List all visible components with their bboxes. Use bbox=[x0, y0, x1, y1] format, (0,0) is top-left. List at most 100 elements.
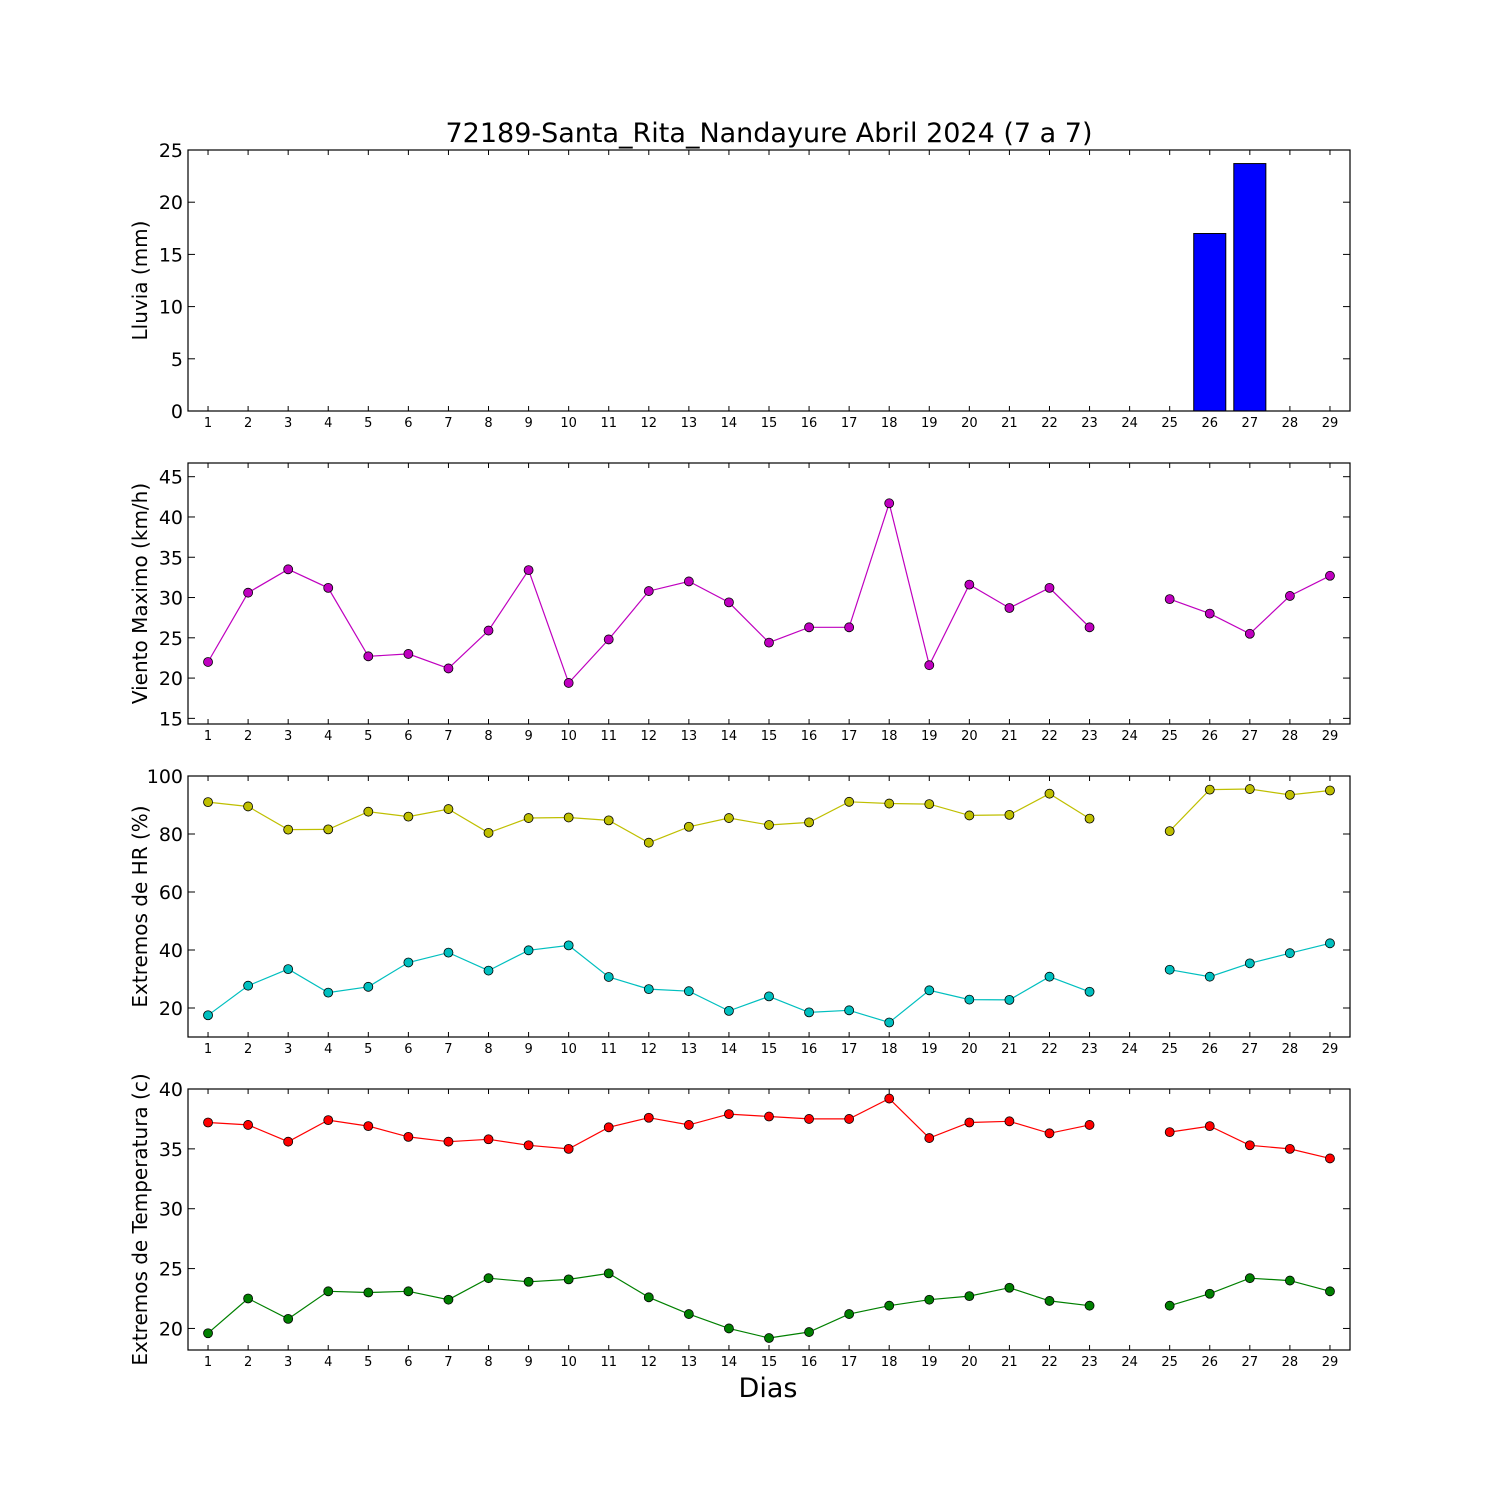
temperature-series-0-point bbox=[483, 1134, 494, 1145]
rain-x-tick-label: 26 bbox=[1201, 416, 1218, 431]
temperature-series-1-point bbox=[924, 1294, 935, 1305]
humidity-series-0-point bbox=[844, 796, 855, 807]
wind-x-tick-label: 18 bbox=[881, 729, 898, 744]
wind-series-0-line bbox=[1169, 575, 1331, 635]
wind-x-tick-label: 19 bbox=[921, 729, 938, 744]
rain-x-tick-label: 8 bbox=[484, 416, 492, 431]
temperature-series-1-point bbox=[804, 1327, 814, 1337]
temperature-series-0-point bbox=[1044, 1128, 1055, 1139]
temperature-series-0-point bbox=[283, 1136, 294, 1147]
wind-series-0-point bbox=[724, 597, 734, 608]
wind-x-tick-label: 28 bbox=[1282, 729, 1299, 744]
humidity-series-1-point bbox=[964, 994, 975, 1005]
humidity-series-0-point bbox=[1204, 784, 1215, 795]
rain-x-tick-label: 10 bbox=[560, 416, 577, 431]
temperature-y-tick-label: 20 bbox=[159, 1318, 183, 1340]
humidity-x-tick-label: 16 bbox=[801, 1042, 818, 1057]
panels: 1 2 3 4 5 6 7 8 9 10 11 12 13 14 15 16 17 18 19 20 21 22 23 24 2… bbox=[128, 140, 1351, 1370]
wind-x-tick-label: 29 bbox=[1322, 729, 1339, 744]
humidity-x-tick-label: 24 bbox=[1121, 1042, 1138, 1057]
wind-y-tick-label: 45 bbox=[159, 467, 183, 489]
humidity-x-tick-label: 9 bbox=[524, 1042, 532, 1057]
temperature-series-1-point bbox=[403, 1286, 414, 1297]
temperature-series-0-point bbox=[683, 1120, 694, 1130]
humidity-x-tick-label: 8 bbox=[484, 1042, 492, 1057]
wind-x-tick-label: 22 bbox=[1041, 729, 1058, 744]
temperature-y-tick-label: 30 bbox=[159, 1199, 183, 1221]
humidity-y-tick-label: 100 bbox=[147, 766, 183, 788]
humidity-y-tick-label: 60 bbox=[159, 882, 183, 904]
temperature-x-tick-label: 21 bbox=[1001, 1355, 1018, 1370]
rain-y-axis-label: Lluvia (mm) bbox=[128, 221, 152, 341]
temperature-series-1-point bbox=[243, 1293, 254, 1304]
temperature-x-tick-label: 1 bbox=[204, 1355, 212, 1370]
humidity-series-1-point bbox=[243, 980, 254, 991]
rain-x-tick-label: 1 bbox=[204, 416, 212, 431]
rain-x-tick-label: 7 bbox=[444, 416, 452, 431]
wind-series-0-point bbox=[1004, 603, 1015, 613]
temperature-series-0-point bbox=[1244, 1140, 1255, 1151]
wind-y-tick-label: 30 bbox=[159, 588, 183, 610]
rain-panel: 1 2 3 4 5 6 7 8 9 10 11 12 13 14 15 16 17 18 19 20 21 22 23 24 2… bbox=[128, 140, 1351, 431]
humidity-series-0-point bbox=[403, 811, 414, 822]
humidity-x-tick-label: 20 bbox=[961, 1042, 978, 1057]
wind-x-tick-label: 25 bbox=[1161, 729, 1178, 744]
wind-x-tick-label: 11 bbox=[600, 729, 617, 744]
wind-series-0-point bbox=[603, 634, 614, 645]
rain-y-tick-label: 20 bbox=[159, 192, 183, 214]
humidity-series-0-point bbox=[804, 817, 814, 828]
humidity-series-1-point bbox=[523, 945, 534, 956]
humidity-x-tick-label: 2 bbox=[244, 1042, 252, 1057]
rain-y-tick-label: 15 bbox=[159, 244, 183, 266]
humidity-series-0-point bbox=[683, 821, 694, 832]
humidity-series-0-point bbox=[523, 813, 534, 823]
humidity-series-0-point bbox=[1284, 789, 1295, 800]
wind-x-tick-label: 14 bbox=[721, 729, 738, 744]
temperature-series-1-point bbox=[603, 1268, 614, 1279]
temperature-series-1-point bbox=[323, 1286, 334, 1297]
humidity-x-tick-label: 22 bbox=[1041, 1042, 1058, 1057]
temperature-series-0-point bbox=[1084, 1120, 1095, 1130]
temperature-series-0-point bbox=[203, 1117, 213, 1128]
humidity-plot-frame bbox=[187, 775, 1351, 1038]
humidity-x-tick-label: 23 bbox=[1081, 1042, 1098, 1057]
wind-series-0-point bbox=[563, 678, 574, 688]
humidity-x-tick-label: 3 bbox=[284, 1042, 292, 1057]
humidity-series-1-point bbox=[1044, 971, 1055, 982]
temperature-series-0-point bbox=[924, 1133, 935, 1143]
temperature-x-tick-label: 4 bbox=[324, 1355, 332, 1370]
humidity-series-1-point bbox=[764, 991, 774, 1002]
wind-y-tick-label: 15 bbox=[159, 708, 183, 730]
rain-y-tick-label: 25 bbox=[159, 140, 183, 162]
humidity-series-1-point bbox=[1204, 971, 1215, 982]
wind-x-tick-label: 3 bbox=[284, 729, 292, 744]
humidity-x-tick-label: 14 bbox=[721, 1042, 738, 1057]
rain-x-tick-label: 17 bbox=[841, 416, 858, 431]
rain-y-tick-label: 5 bbox=[171, 349, 183, 371]
humidity-series-1-point bbox=[804, 1007, 814, 1018]
temperature-series-0-point bbox=[844, 1114, 855, 1124]
humidity-y-axis-label: Extremos de HR (%) bbox=[128, 805, 152, 1007]
humidity-series-0-point bbox=[1084, 813, 1095, 824]
rain-bar bbox=[1193, 233, 1227, 412]
rain-x-tick-label: 2 bbox=[244, 416, 252, 431]
temperature-series-1-point bbox=[1164, 1300, 1175, 1311]
humidity-x-tick-label: 25 bbox=[1161, 1042, 1178, 1057]
temperature-series-1-line bbox=[207, 1272, 1090, 1339]
humidity-series-0-point bbox=[1164, 826, 1175, 836]
temperature-series-0-point bbox=[563, 1143, 574, 1154]
wind-series-0-point bbox=[1084, 622, 1095, 633]
humidity-x-tick-label: 1 bbox=[204, 1042, 212, 1057]
humidity-x-tick-label: 11 bbox=[600, 1042, 617, 1057]
humidity-series-0-point bbox=[1325, 785, 1335, 796]
temperature-series-0-point bbox=[1284, 1143, 1295, 1154]
temperature-series-1-point bbox=[1244, 1273, 1255, 1284]
wind-x-tick-label: 16 bbox=[801, 729, 818, 744]
temperature-x-tick-label: 18 bbox=[881, 1355, 898, 1370]
rain-x-tick-label: 28 bbox=[1282, 416, 1299, 431]
wind-series-0-point bbox=[363, 651, 374, 662]
wind-series-0-point bbox=[483, 625, 494, 636]
humidity-series-0-point bbox=[603, 815, 614, 826]
humidity-series-0-point bbox=[964, 810, 975, 821]
rain-x-tick-label: 18 bbox=[881, 416, 898, 431]
